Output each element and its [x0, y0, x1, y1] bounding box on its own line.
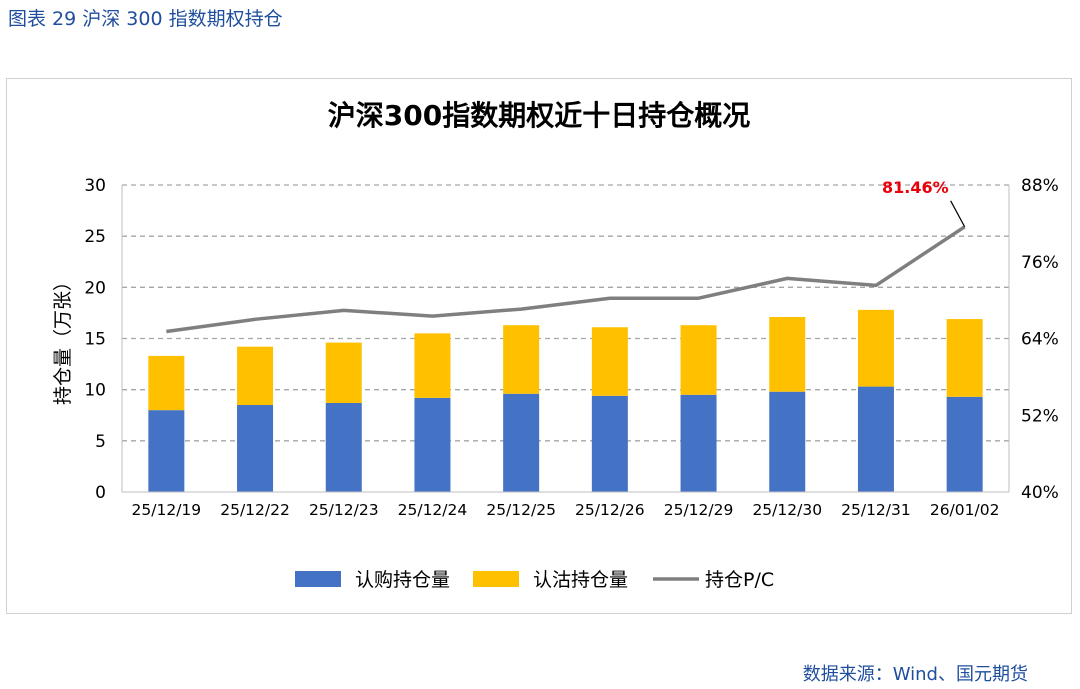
x-tick-label: 25/12/23 — [309, 501, 379, 519]
x-tick-label: 25/12/26 — [575, 501, 645, 519]
y-tick-label: 10 — [84, 381, 106, 401]
bar-put — [237, 346, 274, 406]
bar-put — [680, 325, 717, 395]
y-tick-label: 30 — [84, 176, 106, 196]
y-tick-label: 15 — [84, 330, 106, 350]
bar-put — [503, 325, 540, 394]
x-tick-label: 25/12/29 — [664, 501, 734, 519]
bar-put — [769, 317, 806, 392]
bar-put — [414, 333, 451, 398]
bar-put — [148, 355, 185, 411]
bar-call — [680, 394, 717, 492]
x-tick-label: 25/12/31 — [841, 501, 911, 519]
x-tick-label: 25/12/19 — [132, 501, 202, 519]
legend-label-call: 认购持仓量 — [355, 569, 450, 591]
axes-group: 0 5 10 15 20 25 30 40% 52% 64% 76% 88% 持仓量（万张） 25/12/… — [52, 176, 1059, 519]
figure-caption: 图表 29 沪深 300 指数期权持仓 — [8, 8, 283, 30]
x-tick-label: 25/12/25 — [486, 501, 556, 519]
y-tick-label: 20 — [84, 278, 106, 298]
y-axis-title: 持仓量（万张） — [52, 272, 74, 405]
y2-tick-label: 88% — [1021, 176, 1059, 196]
bar-put — [946, 319, 983, 397]
x-tick-label: 25/12/22 — [220, 501, 290, 519]
bar-call — [591, 395, 628, 492]
pc-line — [166, 225, 966, 334]
y2-tick-label: 76% — [1021, 253, 1059, 273]
y-tick-label: 0 — [95, 483, 106, 503]
y2-tick-label: 64% — [1021, 330, 1059, 350]
y2-tick-label: 40% — [1021, 483, 1059, 503]
chart-svg: 沪深300指数期权近十日持仓概况 81.46% 0 5 10 15 20 25 30 40% 5… — [52, 99, 1059, 591]
legend-swatch-call — [295, 571, 341, 587]
bar-call — [325, 402, 362, 492]
chart-panel: 沪深300指数期权近十日持仓概况 81.46% 0 5 10 15 20 25 30 40% 5… — [6, 78, 1072, 614]
legend-swatch-put — [473, 571, 519, 587]
pc-line-group: 81.46% — [166, 178, 966, 334]
x-tick-label: 26/01/02 — [930, 501, 1000, 519]
legend: 认购持仓量 认沽持仓量 持仓P/C — [295, 569, 774, 591]
source-note: 数据来源：Wind、国元期货 — [802, 664, 1028, 685]
x-tick-label: 25/12/30 — [752, 501, 822, 519]
annotation-label: 81.46% — [882, 178, 949, 197]
legend-label-put: 认沽持仓量 — [533, 569, 628, 591]
y-tick-label: 25 — [84, 227, 106, 247]
x-tick-label: 25/12/24 — [398, 501, 468, 519]
bar-call — [237, 405, 274, 492]
bar-call — [769, 391, 806, 492]
bar-put — [591, 327, 628, 396]
bar-call — [148, 410, 185, 492]
bar-call — [414, 397, 451, 492]
legend-label-pc: 持仓P/C — [705, 569, 774, 591]
bar-put — [325, 342, 362, 403]
bar-call — [857, 386, 894, 492]
bar-call — [946, 396, 983, 492]
annotation-leader — [950, 200, 966, 228]
chart-title: 沪深300指数期权近十日持仓概况 — [328, 99, 750, 132]
bar-put — [857, 309, 894, 387]
bar-call — [503, 393, 540, 492]
y2-tick-label: 52% — [1021, 406, 1059, 426]
bars-group — [148, 309, 983, 492]
y-tick-label: 5 — [95, 432, 106, 452]
